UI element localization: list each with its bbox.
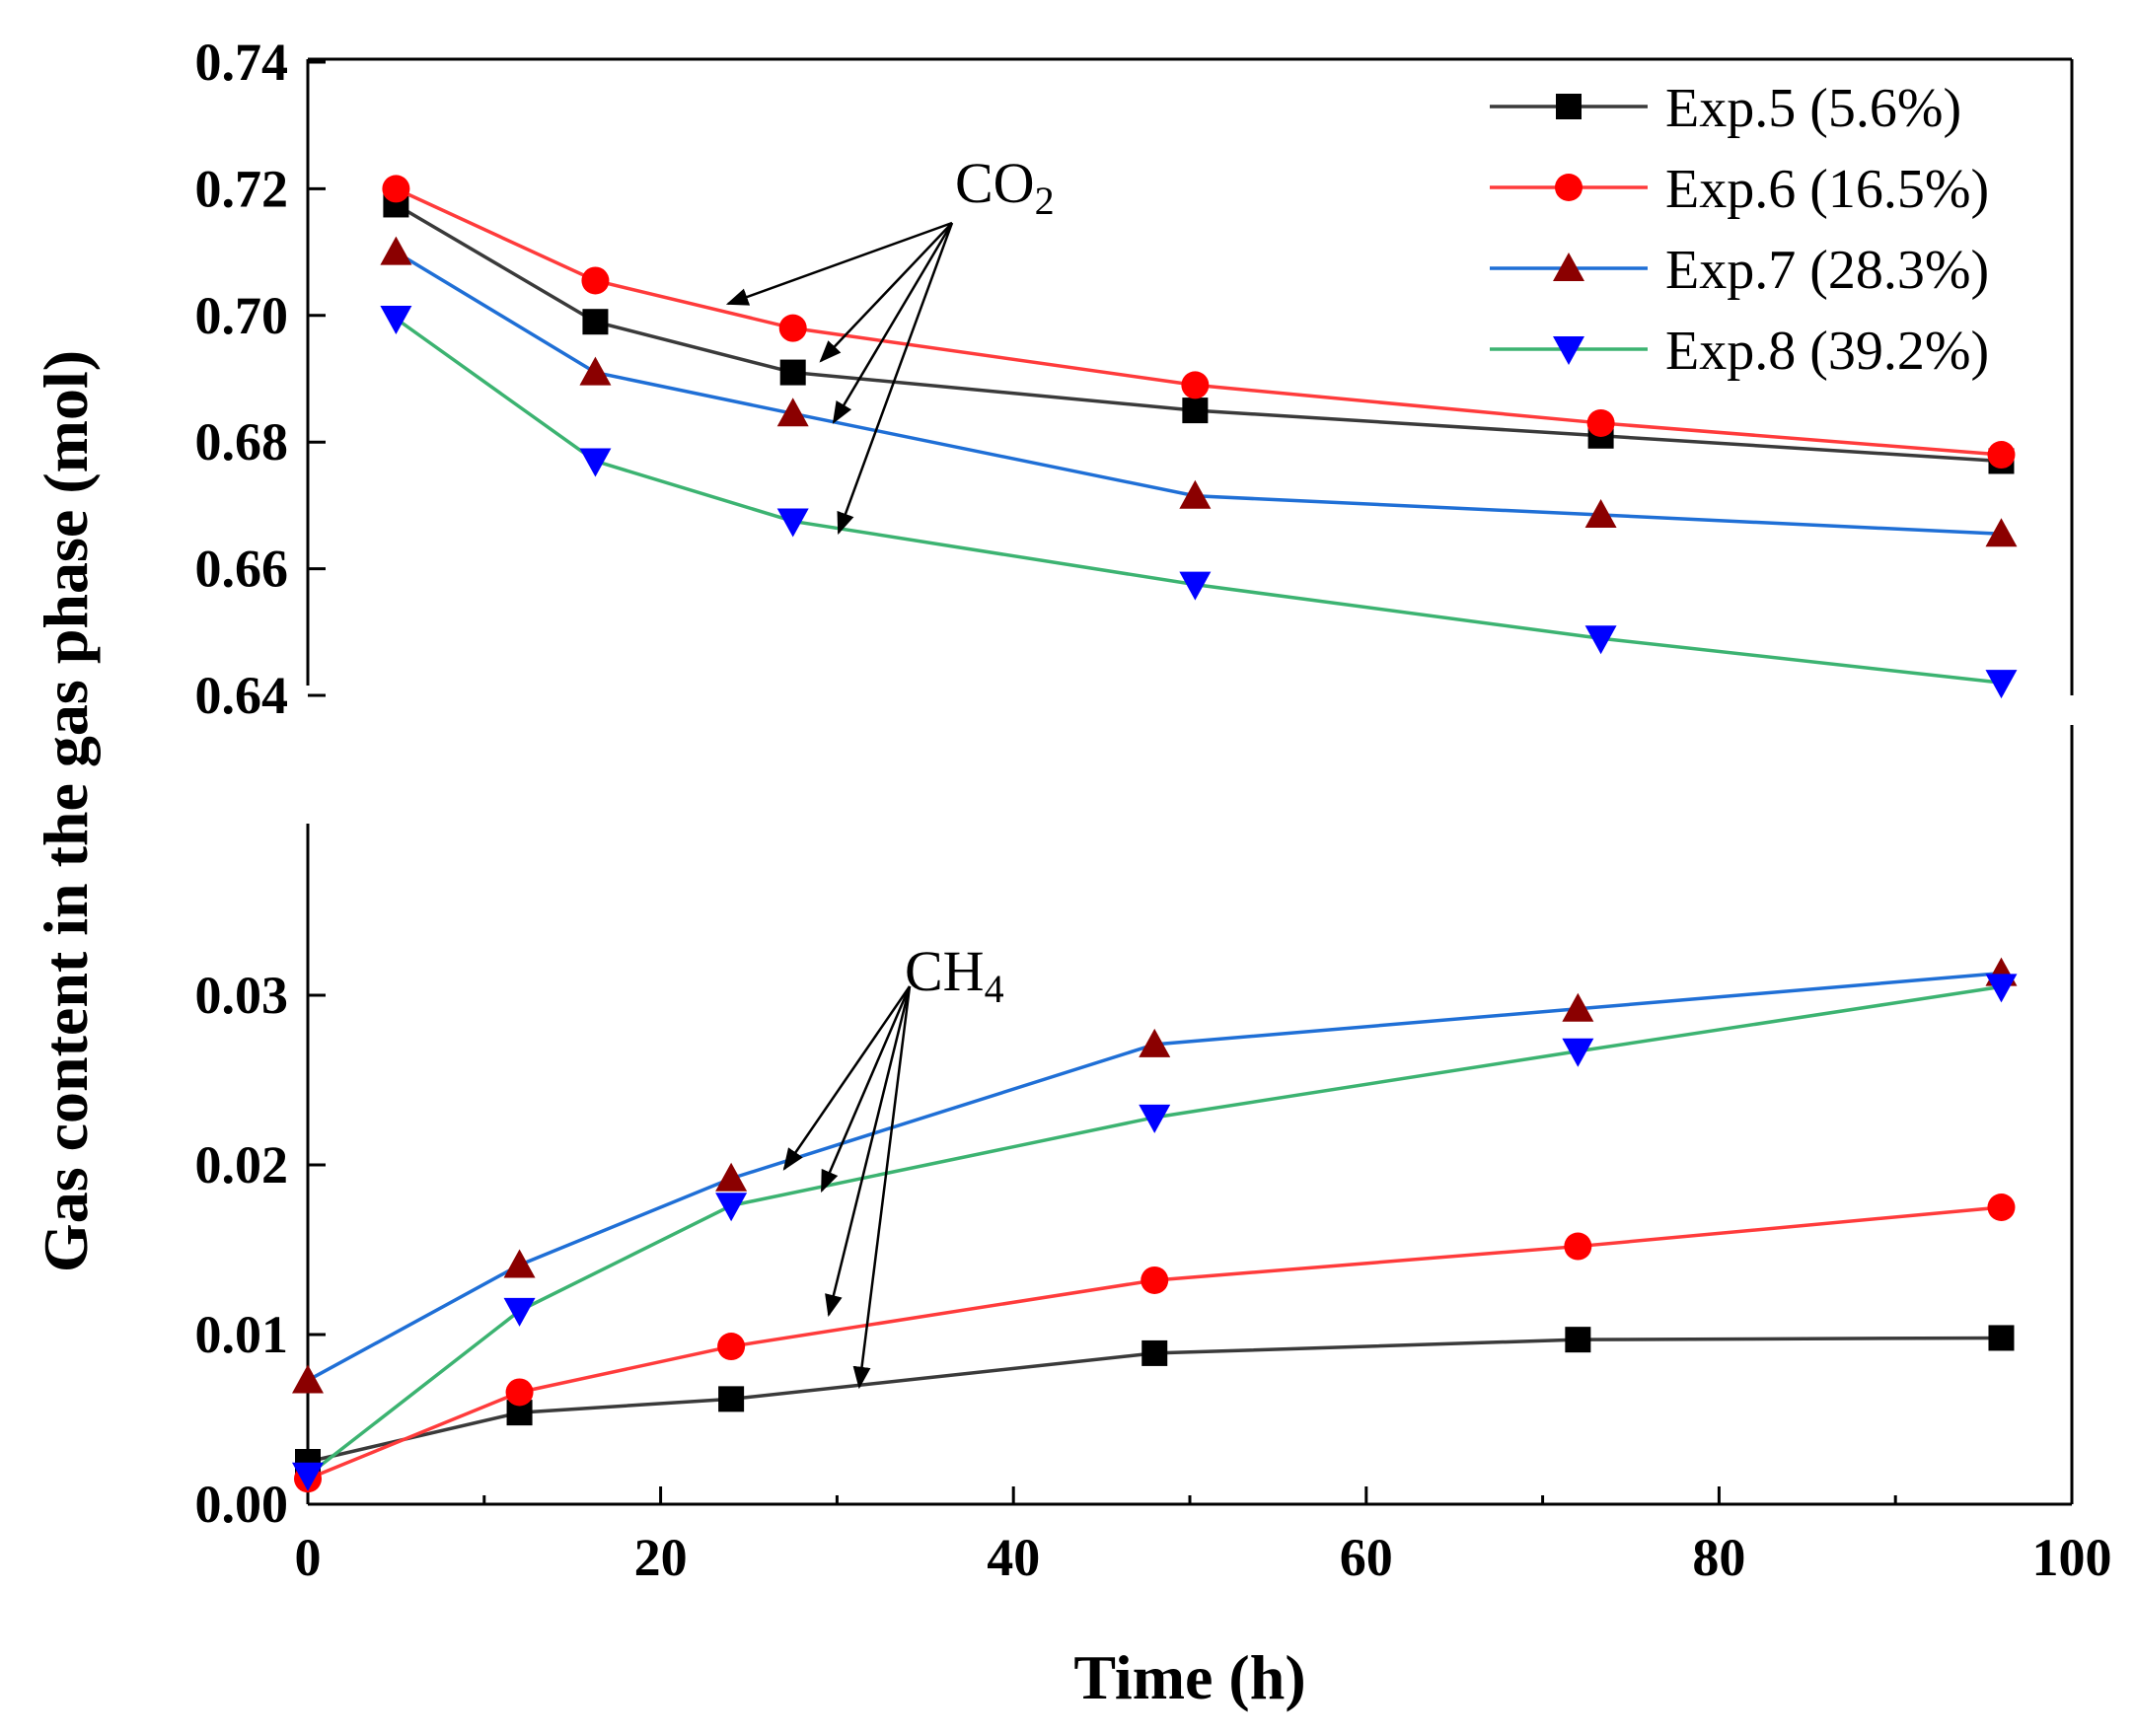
annotation-label: CH4: [905, 939, 1004, 1011]
y-tick-label: 0.70: [195, 286, 289, 345]
y-tick-label: 0.01: [195, 1305, 289, 1364]
data-point-triangle-down: [1179, 571, 1212, 601]
data-point-triangle-down: [1139, 1104, 1171, 1133]
y-tick-label: 0.03: [195, 966, 289, 1025]
data-point-triangle-up: [1139, 1028, 1171, 1057]
data-point-square: [779, 359, 806, 386]
legend-label: Exp.5 (5.6%): [1665, 78, 1961, 139]
data-point-circle: [717, 1333, 746, 1361]
data-point-triangle-up: [1553, 253, 1584, 281]
y-tick-label: 0.00: [195, 1475, 289, 1534]
annotation-arrow: [820, 985, 912, 1194]
series-line-ch4: [307, 1336, 2002, 1464]
data-point-triangle-up: [579, 356, 612, 386]
annotation-label: CO2: [955, 151, 1055, 223]
data-point-triangle-up: [380, 236, 412, 265]
legend-label: Exp.6 (16.5%): [1665, 159, 1989, 220]
y-tick-label: 0.74: [195, 33, 289, 92]
data-point-triangle-down: [292, 1462, 324, 1491]
axis-ticks: 0 20 40 60 80 100 0.64 0.66 0.68 0.70 0.72 0.74 0.00…: [195, 33, 2112, 1587]
data-point-square: [1565, 1327, 1591, 1353]
series-line-ch4: [307, 971, 2002, 1382]
legend-label: Exp.7 (28.3%): [1665, 240, 1989, 301]
data-point-circle: [1181, 371, 1210, 399]
data-point-triangle-down: [776, 508, 809, 538]
data-point-triangle-up: [1179, 479, 1212, 509]
data-point-square: [1182, 398, 1209, 424]
data-point-circle: [581, 266, 610, 295]
data-point-triangle-up: [292, 1364, 324, 1394]
data-point-square: [718, 1386, 745, 1412]
legend-label: Exp.8 (39.2%): [1665, 321, 1989, 382]
data-point-triangle-up: [1562, 992, 1594, 1022]
legend-entry: Exp.7 (28.3%): [1490, 240, 1989, 301]
annotation-arrow: [819, 222, 953, 363]
data-point-circle: [1141, 1266, 1169, 1294]
data-point-circle: [1987, 441, 2016, 470]
x-tick-label: 80: [1692, 1528, 1745, 1587]
x-tick-label: 40: [987, 1528, 1040, 1587]
data-point-triangle-down: [1584, 625, 1617, 655]
data-point-square: [582, 309, 609, 335]
series-line-ch4: [307, 1205, 2002, 1481]
y-tick-label: 0.72: [195, 159, 289, 218]
data-point-circle: [778, 314, 807, 342]
data-point-triangle-down: [1553, 336, 1584, 365]
legend-entry: Exp.5 (5.6%): [1490, 78, 1961, 139]
legend-entry: Exp.6 (16.5%): [1490, 159, 1989, 220]
data-point-triangle-down: [715, 1193, 748, 1222]
legend-entry: Exp.8 (39.2%): [1490, 321, 1989, 382]
data-point-triangle-down: [1985, 974, 2018, 1003]
data-point-triangle-up: [1985, 518, 2018, 547]
series-3: [292, 236, 2018, 1394]
series-layer: [292, 175, 2018, 1493]
series-line-co2: [395, 186, 2002, 457]
annotation-arrow: [782, 985, 912, 1171]
annotation-arrow: [837, 222, 954, 536]
data-point-square: [1556, 94, 1582, 119]
legend: Exp.5 (5.6%) Exp.6 (16.5%) Exp.7 (28.3%) Ex…: [1490, 78, 1989, 382]
series-line-co2: [395, 317, 2002, 685]
data-point-square: [1141, 1339, 1168, 1366]
x-tick-label: 100: [2032, 1528, 2112, 1587]
data-point-circle: [1555, 174, 1583, 201]
x-tick-label: 20: [634, 1528, 688, 1587]
annotation-arrow: [825, 985, 912, 1318]
data-point-triangle-up: [776, 398, 809, 427]
annotation-arrow: [852, 985, 912, 1390]
data-point-circle: [1586, 408, 1615, 437]
data-point-triangle-up: [715, 1162, 748, 1192]
series-4: [292, 306, 2018, 1491]
annotation-arrow: [832, 222, 954, 424]
series-2: [294, 175, 2016, 1493]
data-point-triangle-down: [579, 448, 612, 477]
data-point-circle: [505, 1378, 534, 1407]
series-line-co2: [395, 251, 2002, 537]
data-point-triangle-down: [380, 306, 412, 335]
y-axis-title: Gas content in the gas phase (mol): [31, 350, 101, 1272]
data-point-triangle-down: [1562, 1038, 1594, 1067]
series-1: [295, 191, 2015, 1475]
y-tick-label: 0.64: [195, 666, 289, 725]
x-tick-label: 60: [1340, 1528, 1393, 1587]
y-tick-label: 0.66: [195, 540, 289, 599]
data-point-circle: [382, 175, 410, 203]
data-point-triangle-down: [503, 1297, 536, 1327]
data-point-triangle-up: [503, 1249, 536, 1278]
data-point-triangle-up: [1584, 499, 1617, 529]
data-point-square: [1988, 1325, 2015, 1351]
data-point-triangle-down: [1985, 670, 2018, 699]
series-line-ch4: [306, 984, 2002, 1478]
y-tick-label: 0.02: [195, 1135, 289, 1194]
x-tick-label: 0: [295, 1528, 322, 1587]
annotations: CO2 CH4: [725, 151, 1055, 1390]
data-point-circle: [1564, 1232, 1592, 1261]
axes: [306, 57, 2074, 1506]
data-point-circle: [1987, 1194, 2016, 1221]
y-tick-label: 0.68: [195, 412, 289, 471]
series-line-co2: [395, 202, 2002, 464]
x-axis-title: Time (h): [1073, 1642, 1305, 1712]
annotation-arrow: [725, 221, 953, 306]
